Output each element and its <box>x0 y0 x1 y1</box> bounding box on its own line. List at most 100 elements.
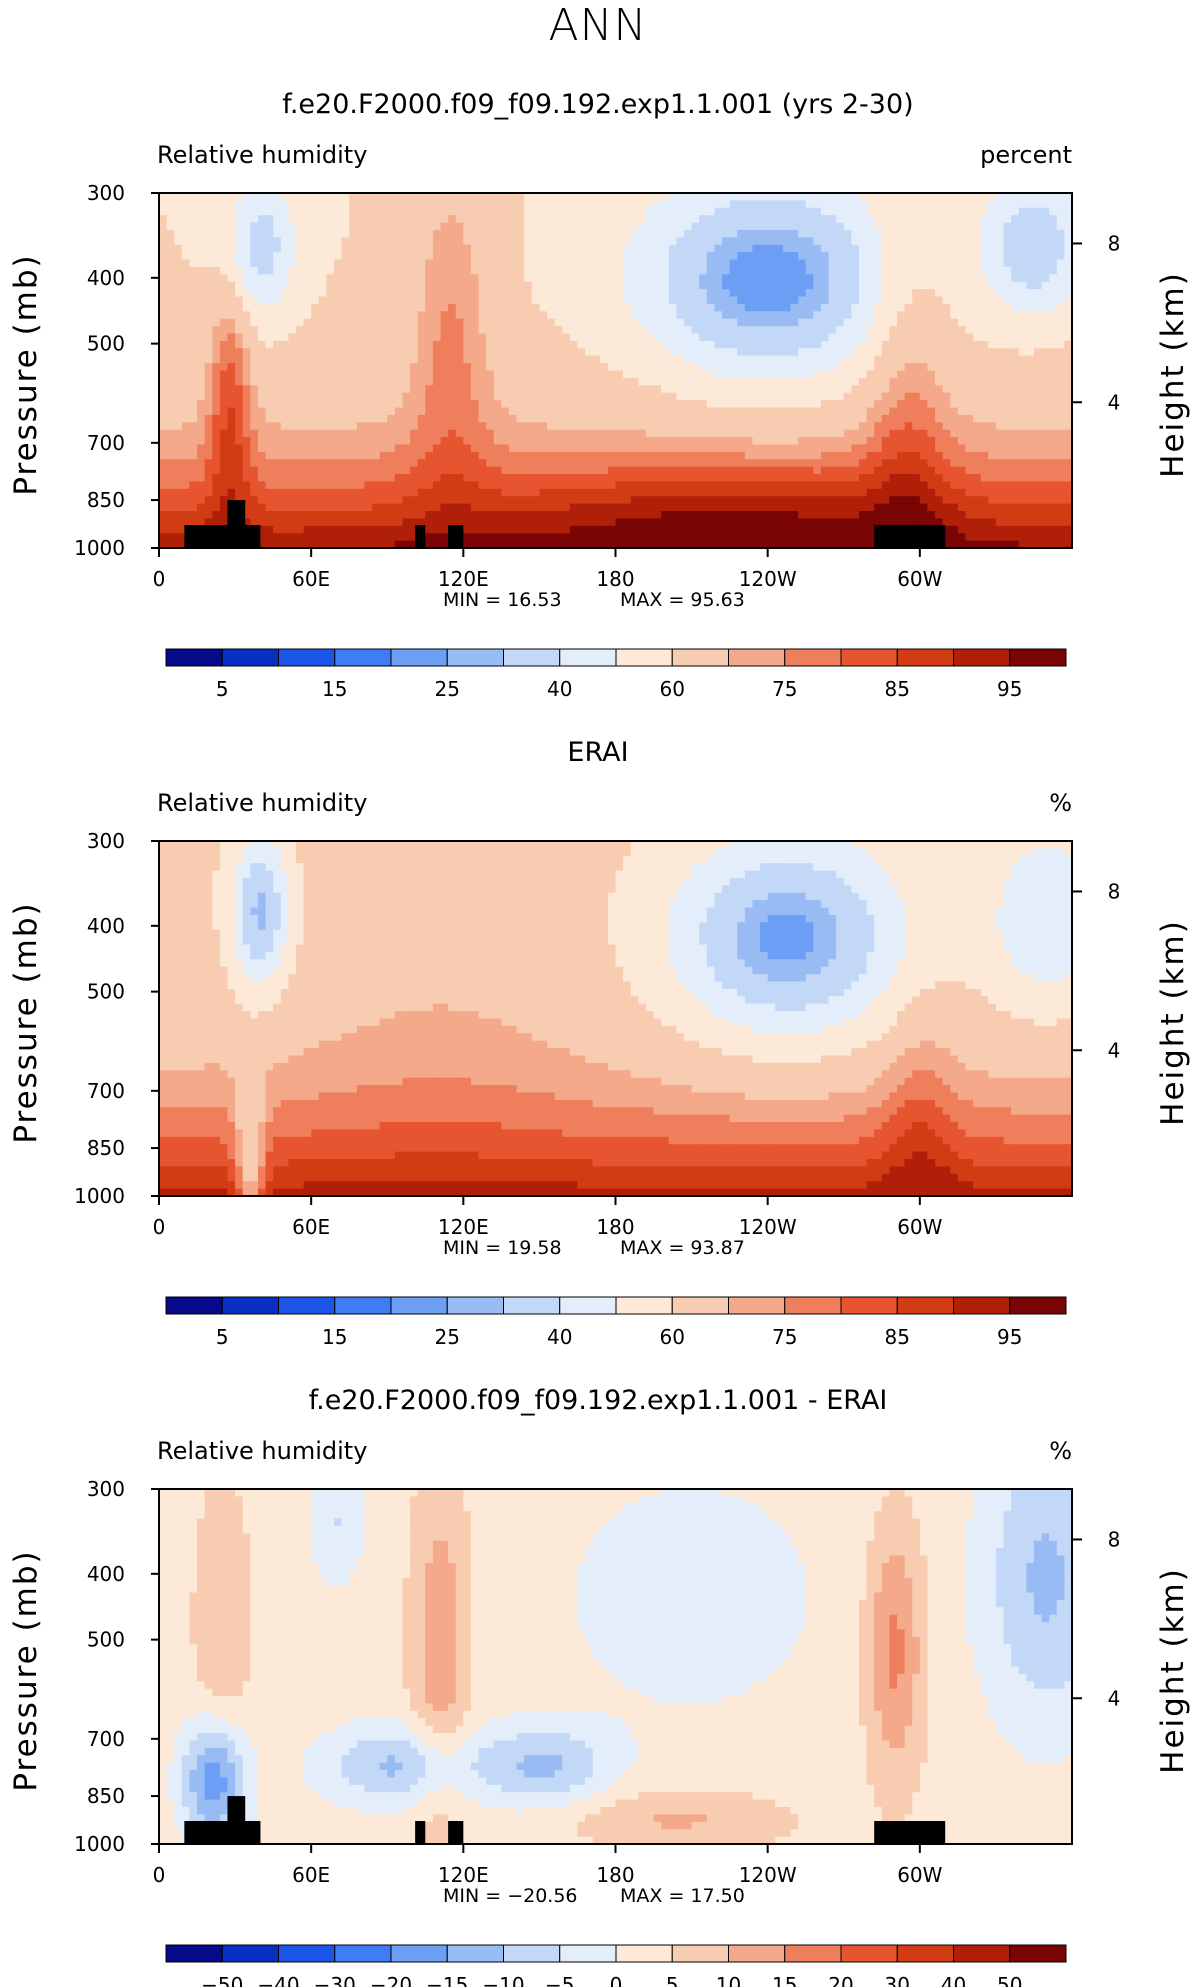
lon-tick-label: 60W <box>897 1863 942 1887</box>
colorbar-label: −10 <box>482 1973 524 1987</box>
pressure-tick-label: 700 <box>87 1727 125 1751</box>
pressure-tick-label: 300 <box>87 181 125 205</box>
chart-panel-3: f.e20.F2000.f09_f09.192.exp1.1.001 - ERA… <box>8 1385 1191 1987</box>
pressure-tick-label: 1000 <box>74 536 125 560</box>
topography-block <box>448 1821 464 1844</box>
colorbar-swatch <box>221 1944 279 1963</box>
y2-axis-title: Height (km) <box>1155 1567 1191 1774</box>
topography-block <box>184 525 261 548</box>
lon-tick-label: 180 <box>596 1215 634 1239</box>
colorbar-swatch <box>390 1944 448 1963</box>
colorbar-label: 5 <box>216 677 229 701</box>
lon-tick-label: 0 <box>153 567 166 591</box>
lon-tick-label: 60E <box>292 1215 330 1239</box>
colorbar-swatch <box>559 1296 617 1315</box>
pressure-tick-label: 500 <box>87 1628 125 1652</box>
min-label: MIN = 16.53 <box>443 589 562 611</box>
colorbar-label: 60 <box>660 1325 685 1349</box>
pressure-tick-label: 1000 <box>74 1184 125 1208</box>
colorbar-swatch <box>896 1944 954 1963</box>
y2-axis-title: Height (km) <box>1155 919 1191 1126</box>
pressure-tick-label: 1000 <box>74 1832 125 1856</box>
colorbar-label: −30 <box>314 1973 356 1987</box>
lon-tick-label: 0 <box>153 1215 166 1239</box>
colorbar-label: 30 <box>885 1973 910 1987</box>
colorbar-swatch <box>390 1296 448 1315</box>
pressure-tick-label: 700 <box>87 1079 125 1103</box>
colorbar-label: 40 <box>547 677 572 701</box>
pressure-tick-label: 700 <box>87 431 125 455</box>
colorbar: 5 15 25 40 60 75 85 95 <box>165 648 1067 701</box>
y-axis-title: Pressure (mb) <box>8 901 44 1143</box>
colorbar-label: 95 <box>997 1325 1022 1349</box>
colorbar-swatch <box>165 1944 223 1963</box>
pressure-tick-label: 400 <box>87 1562 125 1586</box>
topography-block <box>448 525 464 548</box>
colorbar-label: 15 <box>322 677 347 701</box>
topography-block <box>227 1796 246 1844</box>
colorbar-swatch <box>671 1944 729 1963</box>
topography-block <box>415 1821 426 1844</box>
colorbar-label: 75 <box>772 677 797 701</box>
lon-tick-label: 0 <box>153 1863 166 1887</box>
lon-tick-label: 120W <box>739 567 797 591</box>
colorbar-label: 15 <box>322 1325 347 1349</box>
colorbar-swatch <box>953 1944 1011 1963</box>
height-tick-label: 8 <box>1108 879 1121 903</box>
colorbar-label: 60 <box>660 677 685 701</box>
colorbar-swatch <box>278 1944 336 1963</box>
panel-title: f.e20.F2000.f09_f09.192.exp1.1.001 (yrs … <box>282 89 913 120</box>
colorbar-swatch <box>559 648 617 667</box>
colorbar-swatch <box>446 648 504 667</box>
colorbar-swatch <box>728 648 786 667</box>
lon-tick-label: 120E <box>438 1215 489 1239</box>
y2-axis-title: Height (km) <box>1155 271 1191 478</box>
y-axis-title: Pressure (mb) <box>8 1549 44 1791</box>
colorbar-swatch <box>334 1296 392 1315</box>
contour-field <box>159 841 1072 1196</box>
colorbar-label: 25 <box>435 677 460 701</box>
panel-right-label: % <box>1049 789 1072 817</box>
colorbar-swatch <box>784 1296 842 1315</box>
max-label: MAX = 93.87 <box>620 1237 745 1259</box>
colorbar-swatch <box>334 1944 392 1963</box>
colorbar-label: 40 <box>547 1325 572 1349</box>
colorbar: −50 −40 −30 −20 −15 −10 −5 0 5 10 15 20 30 40 50 <box>165 1944 1067 1987</box>
colorbar-swatch <box>615 1296 673 1315</box>
pressure-tick-label: 400 <box>87 266 125 290</box>
colorbar-swatch <box>446 1296 504 1315</box>
colorbar-label: −5 <box>545 1973 574 1987</box>
lon-tick-label: 180 <box>596 567 634 591</box>
height-tick-label: 4 <box>1108 1038 1121 1062</box>
height-tick-label: 8 <box>1108 231 1121 255</box>
lon-tick-label: 60E <box>292 567 330 591</box>
colorbar-swatch <box>1009 1296 1067 1315</box>
topography-block <box>874 1821 946 1844</box>
lon-tick-label: 120E <box>438 1863 489 1887</box>
colorbar-label: 25 <box>435 1325 460 1349</box>
colorbar-swatch <box>165 648 223 667</box>
colorbar-label: 5 <box>216 1325 229 1349</box>
colorbar: 5 15 25 40 60 75 85 95 <box>165 1296 1067 1349</box>
colorbar-label: 85 <box>885 1325 910 1349</box>
topography-block <box>227 500 246 548</box>
height-tick-label: 4 <box>1108 1686 1121 1710</box>
season-title: ANN <box>549 0 648 51</box>
lon-tick-label: 60W <box>897 567 942 591</box>
colorbar-label: −15 <box>426 1973 468 1987</box>
panel-title: ERAI <box>567 737 628 768</box>
topography-block <box>184 1821 261 1844</box>
colorbar-label: 85 <box>885 677 910 701</box>
pressure-tick-label: 300 <box>87 829 125 853</box>
colorbar-swatch <box>953 1296 1011 1315</box>
colorbar-swatch <box>165 1296 223 1315</box>
colorbar-swatch <box>503 1944 561 1963</box>
min-label: MIN = 19.58 <box>443 1237 562 1259</box>
colorbar-label: 0 <box>610 1973 623 1987</box>
panel-left-label: Relative humidity <box>157 789 367 817</box>
colorbar-swatch <box>390 648 448 667</box>
colorbar-swatch <box>503 648 561 667</box>
colorbar-swatch <box>503 1296 561 1315</box>
